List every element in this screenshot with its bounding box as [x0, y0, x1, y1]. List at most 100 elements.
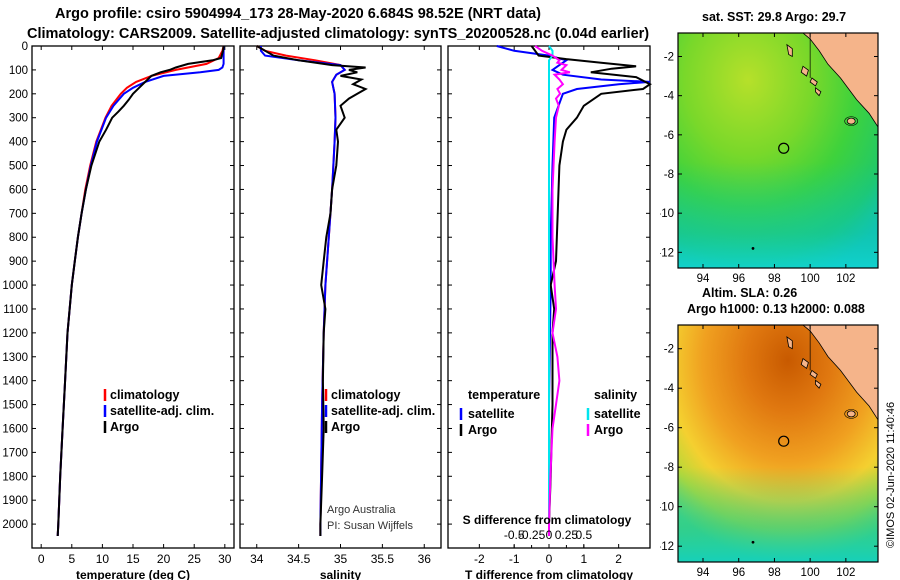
island: [786, 335, 793, 350]
map-frame: [677, 32, 879, 269]
x-tick-label: 35.5: [371, 552, 395, 566]
series-line: [534, 45, 571, 536]
y-tick-label: 1700: [2, 447, 28, 459]
lat-tick-label: -4: [664, 91, 675, 103]
sla-map: -2 -4 -6 -8 -10 -12 94 96 98 100 102: [660, 324, 879, 579]
x-tick-label: 34.5: [287, 552, 311, 566]
lat-tick-label: -10: [660, 502, 674, 514]
legend-label: Argo: [594, 423, 624, 437]
y-tick-label: 100: [9, 65, 28, 77]
lon-tick-label: 98: [768, 567, 781, 579]
lon-tick-label: 94: [697, 567, 710, 579]
lat-tick-label: -6: [664, 130, 674, 142]
y-tick-label: 1600: [2, 423, 28, 435]
y-tick-label: 1900: [2, 495, 28, 507]
s-tick-label: 0.25: [555, 528, 579, 542]
legend-label: satellite-adj. clim.: [331, 404, 435, 418]
float-position-marker: [778, 435, 790, 447]
y-tick-label: 900: [9, 256, 28, 268]
imos-timestamp: ©IMOS 02-Jun-2020 11:40:46: [885, 401, 897, 548]
lon-tick-label: 100: [801, 567, 820, 579]
y-tick-label: 700: [9, 208, 28, 220]
y-tick-label: 0: [22, 41, 28, 53]
title-line-1: Argo profile: csiro 5904994_173 28-May-2…: [55, 6, 541, 22]
contour: [844, 116, 859, 126]
s-tick-label: 0.5: [575, 528, 592, 542]
series-line: [56, 45, 225, 537]
legend-label: Argo: [468, 423, 498, 437]
lat-tick-label: -6: [664, 423, 674, 435]
lat-tick-label: -10: [660, 208, 674, 220]
legend-label: satellite-adj. clim.: [110, 404, 214, 418]
salinity-panel: 34 34.5 35 35.5 36 salinity climatology satelli…: [239, 45, 442, 580]
sla-map-title-2: Argo h1000: 0.13 h2000: 0.088: [687, 302, 865, 316]
legend-header: temperature: [468, 388, 540, 402]
island: [809, 369, 818, 379]
y-tick-label: 200: [9, 89, 28, 101]
float-position-marker: [778, 142, 790, 154]
legend-label: Argo: [110, 420, 140, 434]
y-tick-label: 300: [9, 113, 28, 125]
plot-frame: [31, 45, 235, 549]
pi-credit: PI: Susan Wijffels: [327, 520, 413, 532]
s-tick-label: 0: [546, 528, 553, 542]
x-tick-label: -1: [509, 552, 520, 566]
island-dot: [751, 247, 755, 250]
legend-label: climatology: [331, 388, 401, 402]
lat-tick-label: -8: [664, 462, 674, 474]
y-tick-label: 1100: [3, 304, 28, 316]
x-tick-label: 0: [546, 552, 553, 566]
island: [800, 357, 809, 370]
x-axis-label: T difference from climatology: [465, 568, 633, 580]
x-tick-label: 15: [126, 552, 140, 566]
lon-tick-label: 102: [836, 273, 855, 285]
island: [800, 65, 809, 77]
series-line: [548, 45, 554, 536]
x-tick-label: 2: [615, 552, 622, 566]
lon-tick-label: 94: [697, 273, 710, 285]
x-tick-label: 34: [250, 552, 264, 566]
island: [786, 43, 793, 58]
lat-tick-label: -8: [664, 169, 674, 181]
island: [846, 410, 856, 418]
y-tick-label: 1400: [2, 376, 28, 388]
lat-tick-label: -12: [660, 541, 674, 553]
island: [846, 117, 856, 125]
lon-tick-label: 96: [732, 567, 745, 579]
plot-frame: [239, 45, 442, 549]
lon-tick-label: 96: [732, 273, 745, 285]
temperature-panel: 0100200300400500600700800900100011001200…: [2, 41, 235, 580]
x-tick-label: 36: [418, 552, 432, 566]
x-tick-label: 30: [218, 552, 232, 566]
lon-tick-label: 102: [836, 567, 855, 579]
x-tick-label: 1: [580, 552, 587, 566]
legend-label: climatology: [110, 388, 180, 402]
difference-panel: -2 -1 0 1 2 T difference from climatology temp…: [447, 45, 652, 580]
x-tick-label: -2: [474, 552, 485, 566]
island: [815, 87, 822, 97]
x-tick-label: 25: [188, 552, 202, 566]
y-tick-label: 1800: [2, 471, 28, 483]
argo-australia-credit: Argo Australia: [327, 504, 396, 516]
s-tick-label: -0.25: [518, 528, 546, 542]
x-tick-label: 5: [68, 552, 75, 566]
island-dot: [751, 540, 755, 544]
legend-header: salinity: [594, 388, 637, 402]
sst-map-title: sat. SST: 29.8 Argo: 29.7: [702, 10, 847, 24]
x-axis-label: salinity: [320, 568, 362, 580]
y-tick-label: 600: [9, 184, 28, 196]
map-frame: [677, 324, 879, 563]
lat-tick-label: -12: [660, 247, 674, 259]
contour: [844, 409, 859, 419]
x-tick-label: 35: [334, 552, 348, 566]
island: [809, 77, 818, 87]
lat-tick-label: -2: [664, 52, 674, 64]
y-tick-label: 1300: [2, 352, 28, 364]
y-tick-label: 400: [9, 137, 28, 149]
y-tick-label: 1200: [2, 328, 28, 340]
series-line: [256, 45, 368, 536]
secondary-axis-label: S difference from climatology: [463, 513, 632, 527]
sst-map: -2 -4 -6 -8 -10 -12 94 96 98 100 102: [660, 32, 879, 285]
lon-tick-label: 100: [801, 273, 820, 285]
x-tick-label: 20: [157, 552, 171, 566]
